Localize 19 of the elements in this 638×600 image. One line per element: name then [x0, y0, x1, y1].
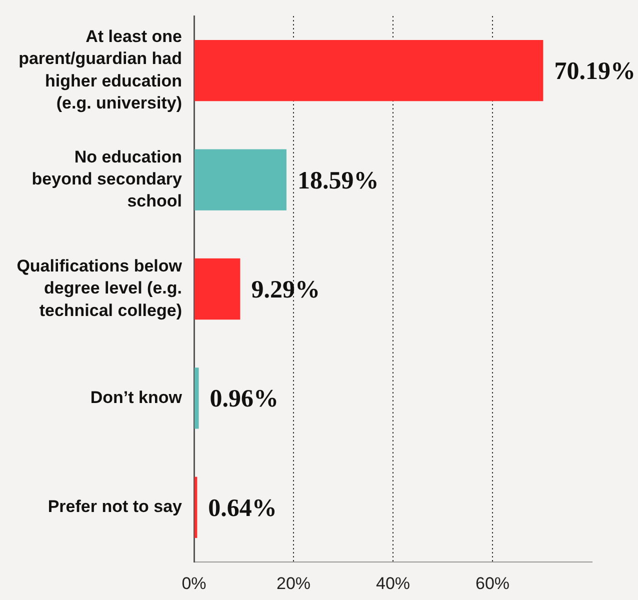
bar: [194, 476, 198, 538]
y-tick-label: Qualifications below degree level (e.g. technical college): [16, 256, 183, 320]
y-tick-label: No education beyond secondary school: [32, 147, 183, 211]
data-label: 0.96%: [210, 386, 279, 413]
y-tick-label: At least one parent/guardian had higher education (e.g. university): [18, 27, 182, 112]
bar: [194, 368, 199, 429]
data-label: 18.59%: [297, 167, 379, 194]
y-tick-label: Prefer not to say: [48, 497, 183, 516]
bar: [194, 149, 286, 210]
bar: [194, 258, 240, 320]
data-label: 0.64%: [208, 494, 277, 522]
x-tick-label: 60%: [475, 574, 510, 593]
bar: [194, 40, 544, 102]
data-label: 9.29%: [251, 276, 320, 304]
y-tick-label: Don’t know: [90, 388, 183, 407]
x-tick-label: 0%: [182, 574, 206, 593]
data-label: 70.19%: [554, 58, 636, 86]
x-tick-label: 20%: [276, 574, 311, 593]
x-tick-label: 40%: [376, 574, 410, 593]
